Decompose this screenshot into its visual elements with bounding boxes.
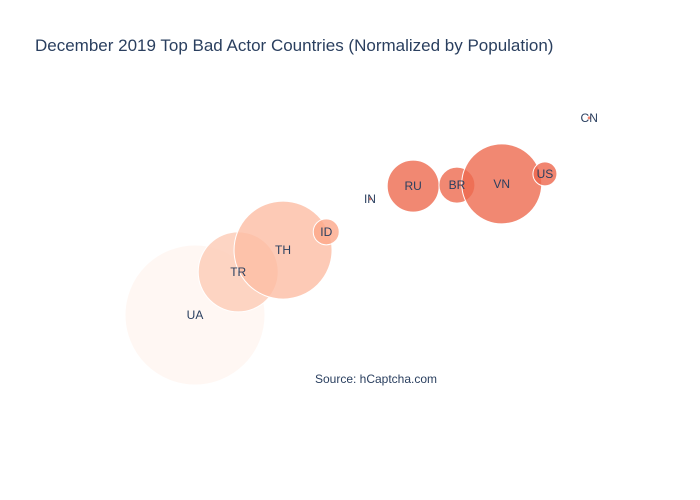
bubble-in[interactable] <box>367 196 373 202</box>
bubble-us[interactable] <box>532 161 558 187</box>
bubbles-layer <box>124 115 592 386</box>
bubble-label-in: IN <box>364 192 376 206</box>
labels-layer: UA TR TH ID IN RU BR VN US CN <box>187 111 598 322</box>
bubble-label-cn: CN <box>581 111 598 125</box>
bubble-label-vn: VN <box>493 177 510 191</box>
bubble-label-th: TH <box>275 243 291 257</box>
bubble-label-br: BR <box>449 178 466 192</box>
bubble-th[interactable] <box>233 200 333 300</box>
source-annotation: Source: hCaptcha.com <box>315 372 437 386</box>
chart-title: December 2019 Top Bad Actor Countries (N… <box>35 36 553 55</box>
bubble-label-tr: TR <box>230 265 246 279</box>
bubble-id[interactable] <box>312 218 340 246</box>
bubble-label-ru: RU <box>405 179 422 193</box>
bubble-label-id: ID <box>320 225 332 239</box>
bubble-cn[interactable] <box>586 115 592 121</box>
bubble-label-ua: UA <box>187 308 204 322</box>
bubble-label-us: US <box>537 167 554 181</box>
